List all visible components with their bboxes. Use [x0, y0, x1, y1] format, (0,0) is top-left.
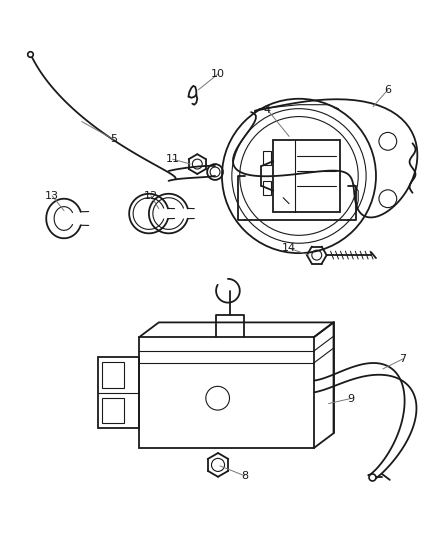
Bar — [98, 357, 139, 429]
Text: 10: 10 — [211, 69, 225, 79]
Text: 8: 8 — [241, 471, 248, 481]
Bar — [263, 151, 271, 165]
Bar — [273, 140, 340, 212]
Bar — [263, 181, 271, 195]
Bar — [102, 362, 124, 387]
Text: 4: 4 — [264, 104, 271, 115]
Text: 5: 5 — [110, 134, 117, 144]
Text: 11: 11 — [166, 154, 180, 164]
Text: 13: 13 — [45, 191, 59, 201]
Bar — [102, 398, 124, 423]
Text: 6: 6 — [384, 85, 391, 95]
Text: 12: 12 — [144, 191, 158, 201]
Bar — [139, 337, 314, 448]
Text: 14: 14 — [282, 243, 296, 253]
Text: 7: 7 — [399, 354, 406, 364]
Text: 9: 9 — [347, 393, 354, 403]
